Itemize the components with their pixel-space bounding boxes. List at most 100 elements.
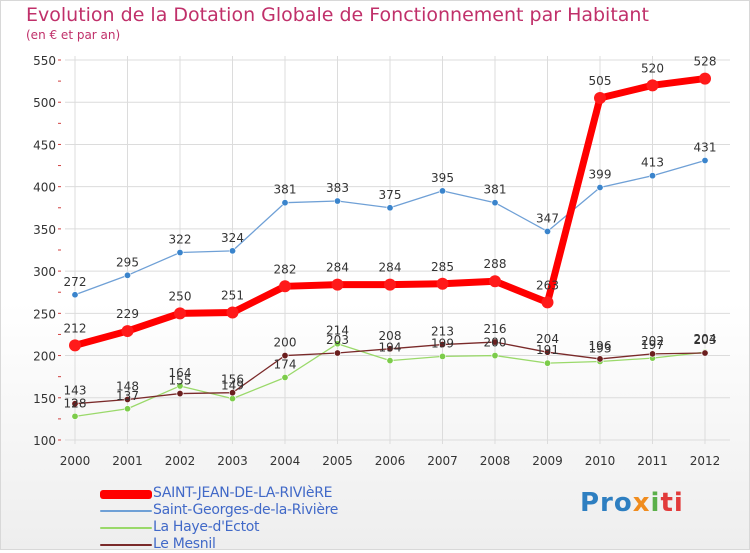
data-label: 155 [169, 374, 192, 388]
data-label: 203 [694, 333, 717, 347]
data-point [226, 306, 239, 319]
data-label: 295 [116, 255, 139, 269]
x-tick-label: 2005 [322, 454, 353, 468]
data-label: 505 [589, 74, 612, 88]
data-label: 216 [484, 322, 507, 336]
data-point [594, 92, 606, 104]
data-label: 251 [221, 288, 244, 302]
data-point [331, 278, 344, 291]
data-point [71, 412, 79, 420]
data-point [229, 247, 237, 255]
data-point [596, 184, 604, 192]
chart-title: Evolution de la Dotation Globale de Fonc… [26, 4, 649, 26]
data-label: 413 [641, 156, 664, 170]
data-point [701, 349, 709, 357]
data-label: 381 [274, 183, 297, 197]
data-point [279, 280, 291, 293]
data-label: 212 [64, 321, 87, 335]
data-label: 143 [64, 384, 87, 398]
data-label: 324 [221, 231, 244, 245]
data-label: 431 [694, 140, 717, 154]
x-tick-label: 2001 [112, 454, 143, 468]
data-point [491, 199, 499, 207]
data-label: 156 [221, 373, 244, 387]
data-label: 282 [274, 262, 297, 276]
data-label: 229 [116, 307, 139, 321]
data-point [69, 339, 81, 352]
data-label: 250 [169, 289, 192, 303]
x-tick-label: 2000 [60, 454, 91, 468]
data-label: 214 [326, 324, 349, 338]
data-label: 528 [694, 55, 717, 69]
data-point [333, 340, 341, 348]
data-point [124, 405, 132, 413]
data-point [176, 249, 184, 257]
data-point [491, 338, 499, 346]
data-point [229, 389, 237, 397]
data-label: 202 [641, 334, 664, 348]
data-point [71, 400, 79, 408]
data-label: 199 [431, 336, 454, 350]
data-label: 204 [694, 332, 717, 346]
data-point [333, 349, 341, 357]
data-point [384, 278, 396, 291]
data-label: 399 [589, 168, 612, 182]
y-tick-label: 300 [33, 265, 56, 279]
data-label: 197 [641, 338, 664, 352]
data-label: 208 [379, 329, 402, 343]
data-point [121, 325, 134, 338]
data-point [176, 390, 184, 398]
data-point [281, 374, 289, 382]
y-tick-label: 200 [33, 350, 56, 364]
data-label: 520 [641, 61, 664, 75]
data-label: 148 [116, 379, 139, 393]
data-label: 204 [536, 332, 559, 346]
x-tick-label: 2009 [532, 454, 563, 468]
data-label: 193 [589, 341, 612, 355]
data-point [436, 277, 449, 290]
data-point [596, 355, 604, 363]
chart-subtitle: (en € et par an) [26, 28, 121, 42]
data-point [646, 79, 659, 92]
data-point [541, 296, 554, 309]
data-point [438, 187, 446, 195]
data-point [438, 352, 446, 360]
data-point [489, 275, 501, 288]
data-point [701, 156, 709, 164]
x-tick-label: 2002 [165, 454, 196, 468]
x-tick-label: 2007 [427, 454, 458, 468]
data-label: 375 [379, 188, 402, 202]
data-label: 164 [169, 366, 192, 380]
legend-swatch-la-haye [100, 527, 152, 529]
data-label: 288 [484, 257, 507, 271]
data-label: 263 [536, 278, 559, 292]
y-tick-label: 400 [33, 181, 56, 195]
x-tick-label: 2004 [270, 454, 301, 468]
y-tick-label: 150 [33, 392, 56, 406]
data-label: 194 [379, 341, 402, 355]
x-tick-label: 2012 [690, 454, 721, 468]
data-label: 284 [379, 261, 402, 275]
data-label: 347 [536, 211, 559, 225]
data-label: 128 [64, 396, 87, 410]
data-point [71, 291, 79, 299]
data-label: 213 [431, 325, 454, 339]
legend-label-saint-jean: SAINT-JEAN-DE-LA-RIVIèRE [153, 485, 333, 501]
data-point [543, 227, 551, 235]
data-point [281, 199, 289, 207]
data-label: 395 [431, 171, 454, 185]
data-point [438, 341, 446, 349]
data-label: 174 [274, 358, 297, 372]
y-tick-label: 250 [33, 307, 56, 321]
data-label: 285 [431, 260, 454, 274]
y-tick-label: 500 [33, 96, 56, 110]
data-label: 200 [484, 336, 507, 350]
data-label: 149 [221, 379, 244, 393]
data-point [333, 197, 341, 205]
data-point [386, 204, 394, 212]
proxiti-logo: Proxiti [580, 488, 684, 518]
data-label: 284 [326, 261, 349, 275]
data-point [699, 72, 711, 85]
data-point [176, 382, 184, 390]
